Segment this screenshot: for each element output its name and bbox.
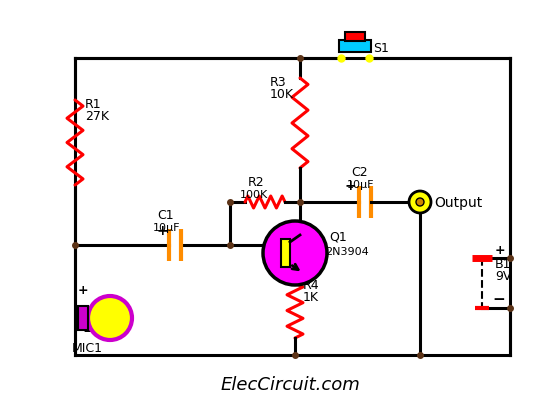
Text: −: − [82, 324, 95, 339]
Text: +: + [157, 224, 169, 238]
Text: 27K: 27K [85, 110, 109, 123]
Text: +: + [78, 284, 89, 297]
Text: S1: S1 [373, 41, 389, 54]
Text: MIC1: MIC1 [72, 342, 103, 355]
Text: ElecCircuit.com: ElecCircuit.com [220, 376, 360, 394]
Text: R2: R2 [248, 176, 265, 189]
Text: 9V: 9V [495, 270, 512, 283]
Text: −: − [492, 292, 505, 307]
Text: C2: C2 [351, 166, 367, 179]
Text: Q1: Q1 [329, 231, 346, 244]
Text: R3: R3 [270, 76, 287, 89]
Text: 1K: 1K [303, 291, 319, 304]
FancyBboxPatch shape [78, 306, 88, 330]
FancyBboxPatch shape [345, 32, 365, 41]
Text: 10μF: 10μF [153, 223, 180, 233]
FancyBboxPatch shape [339, 40, 371, 52]
Text: C1: C1 [157, 209, 174, 222]
Circle shape [88, 296, 132, 340]
FancyBboxPatch shape [281, 239, 290, 267]
Text: R1: R1 [85, 98, 102, 111]
Text: B1: B1 [495, 258, 512, 271]
Text: 2N3904: 2N3904 [325, 247, 369, 257]
Text: +: + [345, 179, 356, 193]
Text: 10μF: 10μF [347, 180, 375, 190]
Text: +: + [495, 244, 505, 257]
Circle shape [409, 191, 431, 213]
Circle shape [263, 221, 327, 285]
Text: Output: Output [434, 196, 482, 210]
Text: 10K: 10K [270, 88, 294, 101]
Circle shape [416, 198, 424, 206]
Text: R4: R4 [303, 279, 320, 292]
Text: 100K: 100K [240, 190, 268, 200]
